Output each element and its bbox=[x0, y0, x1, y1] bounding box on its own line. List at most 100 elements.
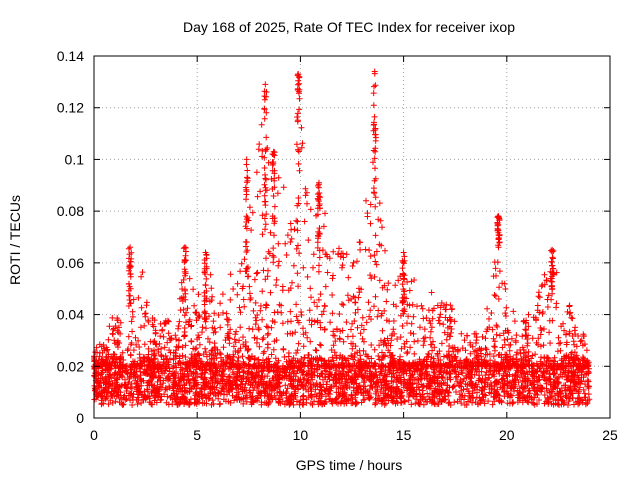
data-point bbox=[450, 383, 457, 390]
data-point bbox=[371, 303, 377, 310]
data-point bbox=[327, 319, 334, 326]
data-point bbox=[452, 374, 459, 381]
data-point bbox=[485, 398, 492, 405]
data-point bbox=[441, 393, 448, 400]
data-point bbox=[160, 333, 167, 340]
data-point bbox=[166, 383, 173, 390]
data-point bbox=[413, 390, 420, 397]
data-point bbox=[504, 336, 511, 343]
data-point bbox=[492, 293, 499, 299]
data-point bbox=[282, 382, 289, 389]
data-point bbox=[154, 378, 161, 385]
data-point bbox=[491, 347, 498, 354]
data-point bbox=[463, 402, 470, 408]
data-point bbox=[362, 387, 369, 394]
data-point bbox=[262, 175, 269, 182]
x-tick-label: 20 bbox=[499, 427, 515, 443]
data-point bbox=[144, 388, 151, 395]
data-point bbox=[548, 258, 555, 265]
data-point bbox=[311, 318, 318, 325]
data-point bbox=[304, 334, 311, 341]
data-point bbox=[179, 366, 186, 373]
data-point bbox=[241, 303, 248, 310]
data-point bbox=[379, 224, 385, 231]
data-point bbox=[172, 332, 179, 339]
data-point bbox=[226, 340, 233, 347]
data-point bbox=[472, 381, 479, 388]
data-point bbox=[181, 332, 188, 339]
data-point bbox=[414, 337, 421, 344]
data-point bbox=[293, 301, 300, 308]
data-point bbox=[246, 290, 253, 297]
data-point bbox=[547, 394, 554, 401]
data-point bbox=[113, 375, 120, 382]
data-point bbox=[130, 347, 137, 354]
data-point bbox=[294, 218, 301, 225]
data-point bbox=[519, 378, 526, 385]
data-point bbox=[262, 81, 269, 88]
data-point bbox=[436, 314, 443, 321]
data-point bbox=[367, 253, 374, 260]
data-point bbox=[259, 316, 266, 323]
data-point bbox=[581, 390, 588, 397]
data-point bbox=[301, 218, 308, 225]
data-point bbox=[488, 310, 495, 316]
data-point bbox=[489, 401, 496, 408]
data-point bbox=[265, 401, 272, 408]
data-point bbox=[265, 330, 272, 337]
data-point bbox=[122, 376, 128, 383]
data-point bbox=[534, 302, 541, 309]
data-point bbox=[316, 341, 323, 348]
data-point bbox=[263, 255, 269, 262]
data-point bbox=[330, 332, 337, 339]
data-point bbox=[217, 324, 224, 331]
data-point bbox=[225, 386, 232, 393]
data-point bbox=[546, 317, 553, 324]
data-point bbox=[372, 232, 379, 239]
data-point bbox=[304, 273, 311, 280]
data-point bbox=[284, 330, 291, 337]
data-point bbox=[482, 383, 489, 390]
data-point bbox=[287, 308, 294, 315]
x-tick-label: 5 bbox=[193, 427, 201, 443]
data-point bbox=[234, 280, 241, 287]
data-point bbox=[264, 332, 271, 338]
data-point bbox=[250, 379, 257, 386]
data-point bbox=[413, 396, 420, 403]
data-point bbox=[530, 400, 537, 407]
data-point bbox=[529, 335, 536, 342]
data-point bbox=[293, 141, 300, 148]
data-point bbox=[546, 329, 553, 336]
data-point bbox=[239, 353, 246, 360]
data-point bbox=[356, 239, 363, 246]
data-point bbox=[260, 267, 267, 274]
data-point bbox=[246, 376, 253, 383]
data-point bbox=[575, 376, 582, 383]
data-point bbox=[138, 273, 145, 280]
data-point bbox=[423, 315, 430, 321]
data-point bbox=[199, 395, 206, 402]
data-point bbox=[255, 379, 262, 386]
data-point bbox=[403, 370, 410, 377]
data-point bbox=[261, 192, 268, 199]
data-point bbox=[298, 381, 305, 388]
data-point bbox=[295, 386, 301, 393]
data-point bbox=[429, 397, 436, 403]
data-point bbox=[352, 367, 359, 374]
data-point bbox=[383, 298, 390, 305]
data-point bbox=[377, 368, 384, 375]
data-point bbox=[252, 299, 259, 306]
data-point bbox=[233, 389, 240, 396]
data-point bbox=[353, 380, 360, 387]
data-point bbox=[188, 338, 195, 345]
data-point bbox=[254, 193, 261, 200]
data-point bbox=[343, 391, 350, 398]
data-point bbox=[544, 388, 551, 394]
data-point bbox=[278, 309, 285, 316]
data-point bbox=[496, 284, 503, 291]
chart-title: Day 168 of 2025, Rate Of TEC Index for r… bbox=[183, 19, 515, 35]
data-point bbox=[350, 259, 357, 266]
data-point bbox=[363, 197, 369, 204]
data-point bbox=[221, 388, 228, 395]
